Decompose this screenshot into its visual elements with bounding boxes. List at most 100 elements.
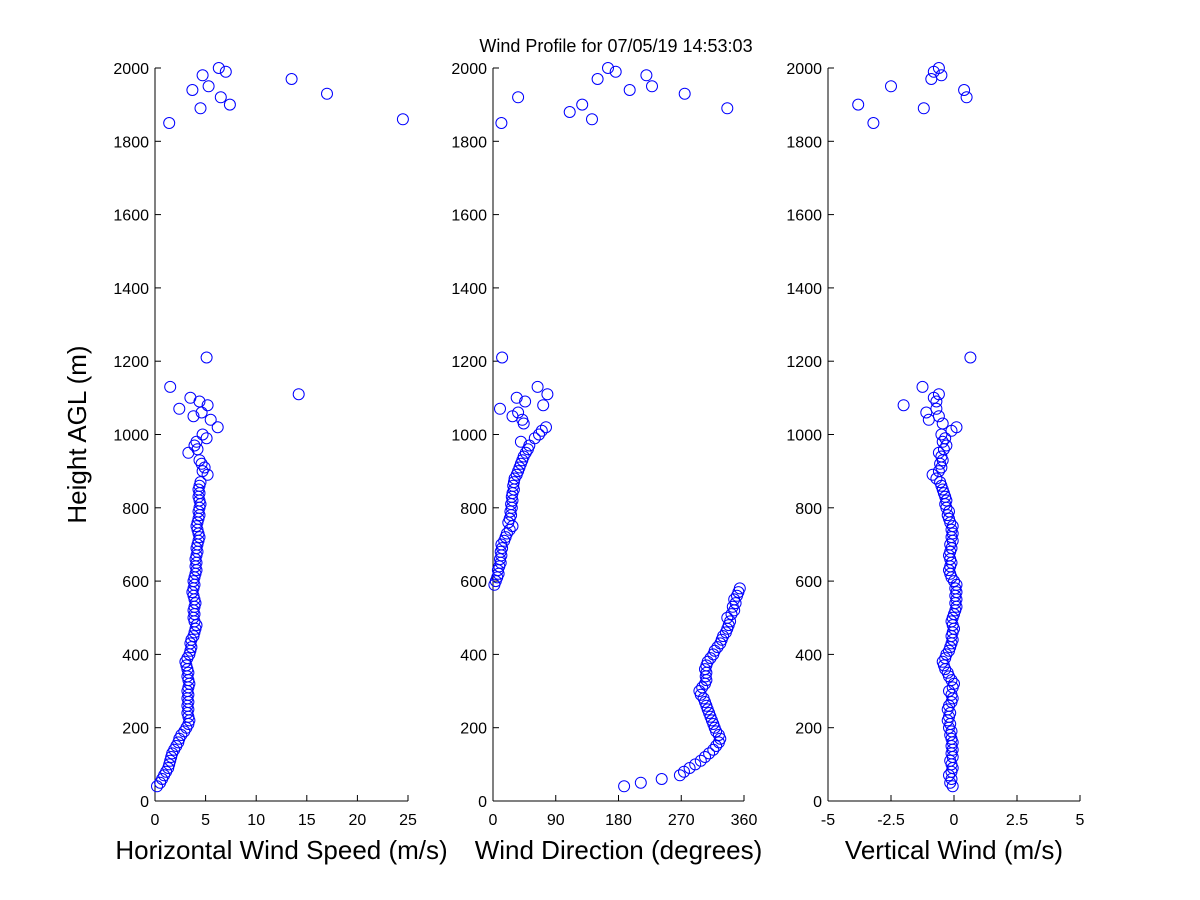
data-point [189,553,202,566]
data-point [852,98,865,111]
data-point [945,725,958,738]
x-tick-label: 360 [731,812,758,829]
data-point [181,663,194,676]
data-point [495,117,508,129]
data-point [188,626,201,639]
data-point [193,531,206,544]
data-point [196,428,209,441]
data-point [175,729,188,741]
data-point [396,113,409,126]
y-tick-label: 1000 [113,428,149,445]
data-point [496,351,509,364]
data-point [201,399,214,412]
data-point [165,751,178,763]
x-tick-label: 10 [247,812,265,829]
data-point [699,751,711,763]
data-point [945,674,958,687]
x-tick-label: 20 [349,812,367,829]
data-point [640,69,653,82]
data-point [943,505,955,518]
data-point [514,435,527,448]
data-point [930,402,943,415]
data-point [935,69,948,82]
data-point [188,593,201,606]
data-point [703,747,716,760]
data-point [183,714,196,727]
scatter-panel-wind-direction: 0 200 400 600 800 1000 1200 1400 1600 1800 2000 0 90… [451,61,762,865]
data-point [182,666,195,679]
data-point [292,388,305,401]
y-tick-label: 1400 [113,281,149,298]
y-tick-label: 1400 [451,281,487,298]
y-tick-label: 200 [122,721,149,738]
data-point [537,399,550,412]
data-point [528,432,541,445]
data-point [512,91,525,104]
data-point [885,80,897,93]
data-point [512,406,525,419]
data-point [712,729,725,741]
data-point [173,402,186,415]
data-point [728,593,741,606]
y-tick-label: 600 [122,574,149,591]
y-tick-label: 400 [122,647,149,664]
y-tick-label: 400 [460,647,487,664]
y-tick-label: 600 [460,574,487,591]
data-point [932,410,945,423]
data-point [935,450,948,463]
x-tick-label: -2.5 [877,812,905,829]
x-axis-label: Vertical Wind (m/s) [845,835,1063,865]
data-point [936,655,949,668]
data-point [944,754,957,767]
y-tick-label: 1200 [451,354,487,371]
data-point [151,780,163,793]
y-tick-label: 1600 [113,208,149,225]
x-tick-label: 0 [489,812,498,829]
y-axis-label: Height AGL (m) [62,345,92,523]
data-point [533,428,545,441]
data-point [655,773,668,785]
data-point [184,637,197,650]
data-point [932,465,945,478]
data-point [191,443,204,456]
data-point [200,351,213,364]
data-point [541,388,554,401]
data-point [717,630,730,643]
data-point [945,688,958,701]
data-point [602,62,614,74]
data-point [926,468,939,481]
data-point [930,472,943,485]
y-tick-label: 200 [795,721,822,738]
data-point [187,575,200,588]
data-point [673,769,686,782]
data-point [701,655,714,668]
data-point [202,80,215,93]
data-point [200,432,213,445]
data-point [192,527,205,540]
data-point [192,505,205,518]
data-point [941,666,954,679]
x-tick-label: 15 [298,812,316,829]
data-point [576,98,589,111]
y-tick-label: 800 [122,501,149,518]
data-point [897,399,910,412]
data-point [934,457,947,470]
data-point [194,476,207,489]
y-tick-label: 0 [478,794,487,811]
data-point [948,575,960,588]
data-point [944,707,957,719]
data-point [181,685,194,697]
data-point [623,84,636,96]
data-point [163,758,176,771]
data-point [507,476,520,489]
y-tick-label: 800 [795,501,822,518]
y-tick-label: 1800 [451,134,487,151]
data-point [185,633,198,646]
data-point [726,600,739,613]
data-point [198,461,211,474]
data-point [186,84,199,96]
data-point [194,498,207,511]
y-tick-label: 600 [795,574,822,591]
data-point [193,479,206,492]
data-point [948,677,960,690]
